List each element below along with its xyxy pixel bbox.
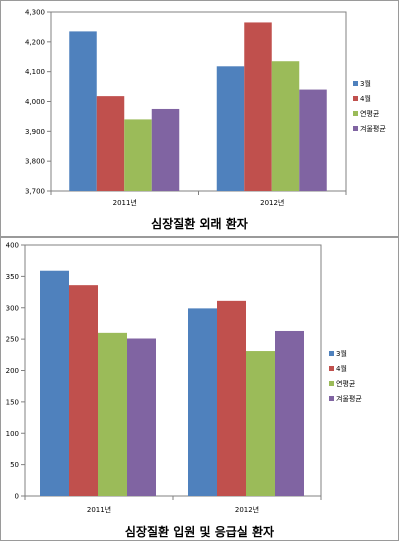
y-tick-label: 4,000: [25, 98, 45, 106]
bar: [271, 61, 300, 191]
bar: [124, 119, 152, 191]
y-tick-label: 3,700: [25, 188, 45, 196]
bar: [69, 285, 98, 496]
legend-swatch: [353, 111, 358, 116]
chart-outpatient: 3,700 3,800 3,900 4,000 4,100 4,200 4,300 2011년…: [25, 9, 386, 208]
x-tick-label: 2011년: [113, 198, 137, 207]
y-tick-label: 3,900: [25, 128, 45, 136]
legend-swatch: [329, 366, 334, 371]
x-tick-label: 2012년: [235, 505, 259, 514]
y-tick-label: 0: [15, 493, 19, 501]
bar: [40, 270, 69, 496]
y-tick-label: 4,200: [25, 38, 45, 46]
bar: [299, 89, 327, 191]
legend-label: 겨울평균: [360, 124, 386, 133]
y-tick-label: 100: [6, 430, 19, 438]
legend-label: 연평균: [336, 379, 356, 388]
x-tick-label: 2011년: [87, 505, 111, 514]
legend-label: 4월: [360, 94, 371, 103]
legend-swatch: [329, 381, 334, 386]
legend-swatch: [353, 126, 358, 131]
legend-swatch: [329, 351, 334, 356]
y-tick-label: 250: [6, 336, 19, 344]
chart-title-inpatient-emergency: 심장질환 입원 및 응급실 환자: [124, 525, 275, 539]
legend-swatch: [353, 96, 358, 101]
bar: [217, 300, 246, 496]
bar: [151, 108, 180, 191]
bar: [275, 330, 304, 496]
y-tick-label: 350: [6, 273, 19, 281]
y-tick-label: 50: [10, 461, 19, 469]
legend-label: 겨울평균: [336, 394, 362, 403]
bar: [216, 66, 245, 191]
legend-swatch: [353, 81, 358, 86]
bar: [244, 22, 272, 191]
bar: [127, 338, 156, 496]
y-tick-label: 3,800: [25, 158, 45, 166]
y-tick-label: 300: [6, 304, 19, 312]
chart-panel-outpatient: 3,700 3,800 3,900 4,000 4,100 4,200 4,300 2011년…: [0, 0, 399, 237]
legend-label: 4월: [336, 364, 347, 373]
legend-label: 연평균: [360, 109, 380, 118]
y-tick-label: 4,300: [25, 9, 45, 17]
legend-label: 3월: [336, 349, 347, 358]
y-tick-label: 4,100: [25, 68, 45, 76]
bar: [188, 308, 217, 496]
y-tick-label: 150: [6, 398, 19, 406]
legend-label: 3월: [360, 79, 371, 88]
legend-swatch: [329, 396, 334, 401]
bar: [96, 96, 125, 191]
bar: [69, 31, 97, 192]
y-tick-label: 200: [6, 367, 19, 375]
chart-title-outpatient: 심장질환 외래 환자: [151, 217, 248, 231]
bar: [246, 351, 275, 496]
bar: [98, 332, 127, 496]
x-tick-label: 2012년: [260, 198, 284, 207]
chart-inpatient-emergency: 0 50 100 150 200 250 300 350 400 2011년 2012년 3월 4월연평…: [6, 242, 363, 515]
y-tick-label: 400: [6, 242, 19, 250]
